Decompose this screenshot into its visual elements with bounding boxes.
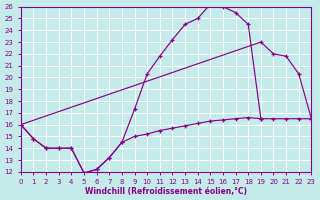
X-axis label: Windchill (Refroidissement éolien,°C): Windchill (Refroidissement éolien,°C) (85, 187, 247, 196)
